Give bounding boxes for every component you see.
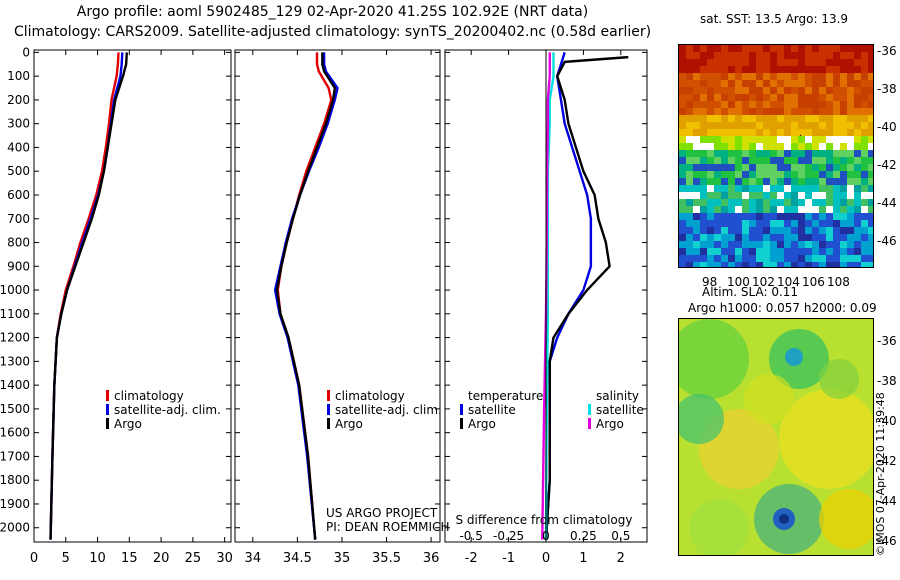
legend-argo: Argo (114, 417, 142, 431)
difference-chart: -2 -1 0 1 2 S difference from climatology -0.5… (444, 49, 648, 566)
y-tick-label: 0 (22, 45, 30, 59)
watermark: ©IMOS 07-Apr-2020 11:39:48 (874, 392, 887, 556)
map-tick-label: 100 (727, 275, 750, 289)
map-tick-label: -40 (877, 120, 897, 134)
y-tick-label: 1700 (0, 449, 30, 463)
map-tick-label: -40 (877, 414, 897, 428)
sal-legend: climatology satellite-adj. clim. Argo (327, 389, 442, 431)
map-tick-label: 98 (702, 275, 718, 289)
legend-satellite: satellite-adj. clim. (335, 403, 442, 417)
legend-t-argo: Argo (468, 417, 496, 431)
y-tick-label: 800 (7, 236, 30, 250)
diff-legend-sal: salinity satellite Argo (588, 389, 644, 431)
x-tick-label: 20 (153, 551, 170, 566)
y-tick-label: 2000 (0, 521, 30, 535)
x-tick-label: 35 (334, 551, 351, 566)
x-tick-label: 5 (62, 551, 70, 566)
diff-secondary-axis-label: S difference from climatology (456, 513, 633, 527)
x-tick-label: 34 (245, 551, 262, 566)
credit-project: US ARGO PROJECT (326, 506, 438, 520)
title-line-2: Climatology: CARS2009. Satellite-adjuste… (13, 24, 652, 40)
temperature-chart: 0100200300400500600700800900100011001200… (0, 45, 232, 566)
legend-s-satellite: satellite (596, 403, 644, 417)
y-tick-label: 1000 (0, 283, 30, 297)
x-tick-label: 10 (89, 551, 106, 566)
salinity-chart: 34 34.5 35 35.5 36 (234, 49, 441, 566)
x-tick-label: 15 (121, 551, 138, 566)
sla-title-1: Altim. SLA: 0.11 (702, 285, 799, 299)
map-tick-label: 102 (752, 275, 775, 289)
diff-legend: temperature satellite Argo (460, 389, 543, 431)
y-tick-label: 500 (7, 164, 30, 178)
x-tick-label: -1 (502, 551, 515, 566)
map-tick-label: -42 (877, 158, 897, 172)
map-tick-label: -46 (877, 234, 897, 248)
x-tick-label: 30 (216, 551, 232, 566)
map-tick-label: -38 (877, 82, 897, 96)
y-tick-label: 200 (7, 93, 30, 107)
legend-satellite: satellite-adj. clim. (114, 403, 221, 417)
x-tick-label: 34.5 (283, 551, 312, 566)
x-tick-label: 2 (617, 551, 625, 566)
legend-climatology: climatology (114, 389, 184, 403)
x-tick-label: 25 (185, 551, 202, 566)
legend-temperature-heading: temperature (468, 389, 544, 403)
y-tick-label: 300 (7, 117, 30, 131)
y-tick-label: 900 (7, 259, 30, 273)
diff-secondary-tick: 0.25 (570, 529, 597, 543)
temp-legend: climatology satellite-adj. clim. Argo (106, 389, 221, 431)
series-s-argo (541, 52, 551, 540)
x-tick-label: 1 (579, 551, 587, 566)
map-tick-label: -38 (877, 374, 897, 388)
diff-secondary-tick: 0 (542, 529, 550, 543)
series-argo (49, 52, 128, 540)
map-tick-label: -46 (877, 534, 897, 548)
sla-title-2: Argo h1000: 0.057 h2000: 0.09 (688, 301, 877, 315)
map-tick-label: -44 (877, 494, 897, 508)
map-tick-label: -36 (877, 334, 897, 348)
legend-s-argo: Argo (596, 417, 624, 431)
plot-frame (234, 49, 441, 543)
x-tick-label: 36 (423, 551, 440, 566)
y-tick-label: 400 (7, 140, 30, 154)
y-tick-label: 1500 (0, 402, 30, 416)
map-tick-label: 104 (777, 275, 800, 289)
y-tick-label: 600 (7, 188, 30, 202)
x-tick-label: 35.5 (372, 551, 401, 566)
sst-map: · (678, 44, 874, 268)
x-tick-label: 0 (542, 551, 550, 566)
svg-text:·: · (799, 131, 802, 142)
y-tick-label: 700 (7, 212, 30, 226)
map-tick-label: -44 (877, 196, 897, 210)
y-tick-label: 1400 (0, 378, 30, 392)
legend-t-satellite: satellite (468, 403, 516, 417)
map-tick-label: -42 (877, 454, 897, 468)
map-tick-label: -36 (877, 44, 897, 58)
legend-climatology: climatology (335, 389, 405, 403)
x-tick-label: -2 (465, 551, 478, 566)
series-t-argo (544, 55, 629, 540)
sla-map (678, 318, 874, 556)
credits: US ARGO PROJECT PI: DEAN ROEMMICH (326, 506, 449, 534)
title-line-1: Argo profile: aoml 5902485_129 02-Apr-20… (76, 4, 589, 20)
map-tick-label: 108 (827, 275, 850, 289)
y-tick-label: 1800 (0, 473, 30, 487)
y-tick-label: 1100 (0, 307, 30, 321)
diff-secondary-tick: -0.5 (459, 529, 482, 543)
y-tick-label: 1300 (0, 354, 30, 368)
y-tick-label: 1200 (0, 331, 30, 345)
y-tick-label: 100 (7, 69, 30, 83)
series-argo (275, 52, 337, 540)
y-tick-label: 1600 (0, 426, 30, 440)
x-tick-label: 0 (30, 551, 38, 566)
legend-salinity-heading: salinity (596, 389, 640, 403)
diff-secondary-tick: -0.25 (493, 529, 524, 543)
map-tick-label: 106 (802, 275, 825, 289)
diff-secondary-tick: 0.5 (611, 529, 630, 543)
y-tick-label: 1900 (0, 497, 30, 511)
sst-title: sat. SST: 13.5 Argo: 13.9 (700, 12, 849, 26)
credit-pi: PI: DEAN ROEMMICH (326, 520, 450, 534)
legend-argo: Argo (335, 417, 363, 431)
